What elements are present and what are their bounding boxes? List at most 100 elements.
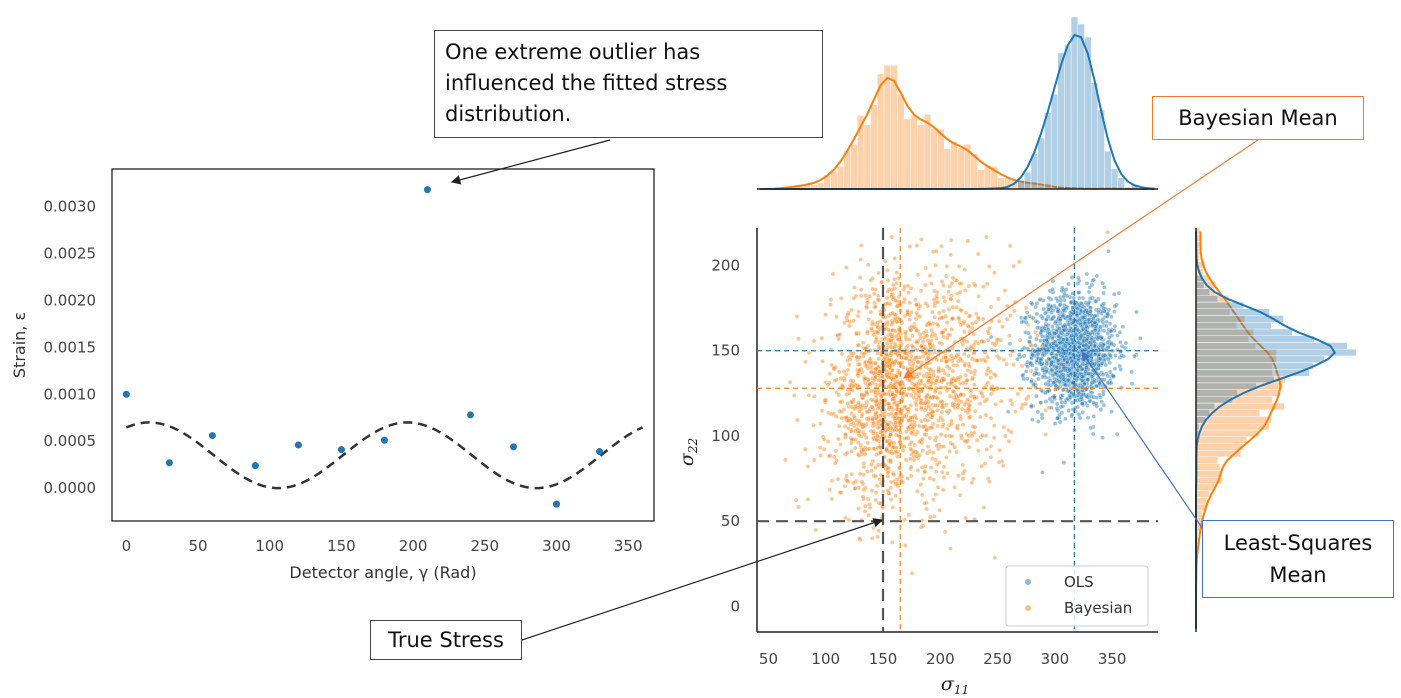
bayesian-point xyxy=(927,475,933,481)
least-squares-line: Least-Squares xyxy=(1223,531,1373,555)
ols-point xyxy=(1021,376,1027,382)
ols-point xyxy=(1107,335,1112,340)
ols-point xyxy=(1076,353,1082,359)
ols-point xyxy=(1072,359,1078,365)
ols-point xyxy=(1094,401,1099,406)
bayesian-point xyxy=(870,276,875,281)
bayesian-point xyxy=(943,314,948,319)
bayesian-point xyxy=(1009,401,1015,407)
strain-point xyxy=(466,411,474,419)
bayesian-point xyxy=(835,476,841,482)
bayesian-point xyxy=(844,450,850,456)
bayesian-point xyxy=(871,332,877,338)
top-histogram-bar xyxy=(1117,177,1125,190)
ols-point xyxy=(1027,313,1032,319)
ols-point xyxy=(1034,366,1039,372)
bayesian-point xyxy=(937,507,942,513)
ols-point xyxy=(1050,336,1055,341)
bayesian-point xyxy=(937,390,943,396)
bayesian-point xyxy=(918,288,924,294)
ols-point xyxy=(1061,303,1067,308)
bayesian-point xyxy=(856,343,861,348)
bayesian-point xyxy=(865,297,870,303)
bayesian-point xyxy=(888,344,894,350)
bayesian-point xyxy=(888,362,893,368)
bayesian-point xyxy=(978,434,984,440)
bayesian-point xyxy=(913,316,919,322)
ols-point xyxy=(1054,401,1060,407)
bayesian-point xyxy=(866,512,871,518)
bayesian-point xyxy=(890,320,895,326)
bayesian-point xyxy=(844,315,849,320)
bayesian-point xyxy=(892,256,897,261)
ols-point xyxy=(1067,367,1072,373)
bayesian-point xyxy=(964,431,970,437)
bayesian-point xyxy=(1008,313,1013,318)
ols-point xyxy=(1088,425,1093,431)
bayesian-point xyxy=(957,289,963,295)
bayesian-point xyxy=(862,346,867,351)
ols-point xyxy=(1059,361,1064,367)
bayesian-point xyxy=(873,366,879,372)
bayesian-point xyxy=(909,430,914,436)
bayesian-point xyxy=(860,403,865,408)
bayesian-point xyxy=(966,433,971,438)
fitted-cosine-curve xyxy=(125,421,644,490)
bayesian-point xyxy=(838,442,843,447)
bayesian-point xyxy=(885,470,891,475)
bayesian-point xyxy=(908,286,914,291)
strain-x-tick: 0 xyxy=(122,537,132,555)
bayesian-point xyxy=(945,470,950,476)
bayesian-point xyxy=(941,334,946,340)
bayesian-point xyxy=(870,415,875,421)
ols-point xyxy=(1119,344,1125,349)
bayesian-point xyxy=(947,449,952,454)
ols-point xyxy=(1077,415,1083,421)
bayesian-point xyxy=(968,394,974,399)
bayesian-point xyxy=(838,296,844,301)
ols-point xyxy=(1052,421,1058,426)
bayesian-point xyxy=(863,376,869,381)
top-histogram-bar xyxy=(850,143,858,190)
top-histogram-bar xyxy=(863,124,871,190)
ols-point xyxy=(1110,373,1116,378)
ols-point xyxy=(1080,301,1085,307)
bayesian-point xyxy=(887,365,892,371)
bayesian-point xyxy=(853,403,858,409)
bayesian-point xyxy=(977,401,983,406)
stress-y-tick: 50 xyxy=(721,512,740,530)
bayesian-point xyxy=(949,382,954,387)
bayesian-point xyxy=(976,448,981,453)
bayesian-point xyxy=(871,436,876,442)
bayesian-point xyxy=(870,458,876,464)
bayesian-point xyxy=(908,327,914,333)
ols-point xyxy=(1117,330,1123,335)
ols-point xyxy=(1029,301,1035,307)
bayesian-point xyxy=(845,367,851,373)
bayesian-point xyxy=(1001,357,1007,363)
bayesian-point xyxy=(935,290,940,295)
bayesian-point xyxy=(962,351,967,357)
stress-y-axis-label: σ22 xyxy=(676,438,700,466)
bayesian-point xyxy=(926,378,931,384)
ols-point xyxy=(1091,414,1096,419)
bayesian-point xyxy=(856,309,861,315)
bayesian-point xyxy=(922,432,927,437)
bayesian-point xyxy=(889,349,894,354)
bayesian-point xyxy=(944,409,950,414)
ols-point xyxy=(1060,324,1066,329)
bayesian-point xyxy=(891,440,897,446)
bayesian-point xyxy=(889,334,895,339)
bayesian-point xyxy=(868,309,874,315)
bayesian-point xyxy=(837,369,842,375)
bayesian-point xyxy=(991,435,997,441)
bayesian-point xyxy=(988,443,994,449)
bayesian-point xyxy=(952,485,957,490)
bayesian-point xyxy=(823,379,828,385)
bayesian-point xyxy=(852,486,858,491)
ols-point xyxy=(1053,371,1058,376)
bayesian-point xyxy=(894,403,900,408)
bayesian-point xyxy=(1026,394,1031,399)
right-histogram-bar xyxy=(1195,335,1315,343)
